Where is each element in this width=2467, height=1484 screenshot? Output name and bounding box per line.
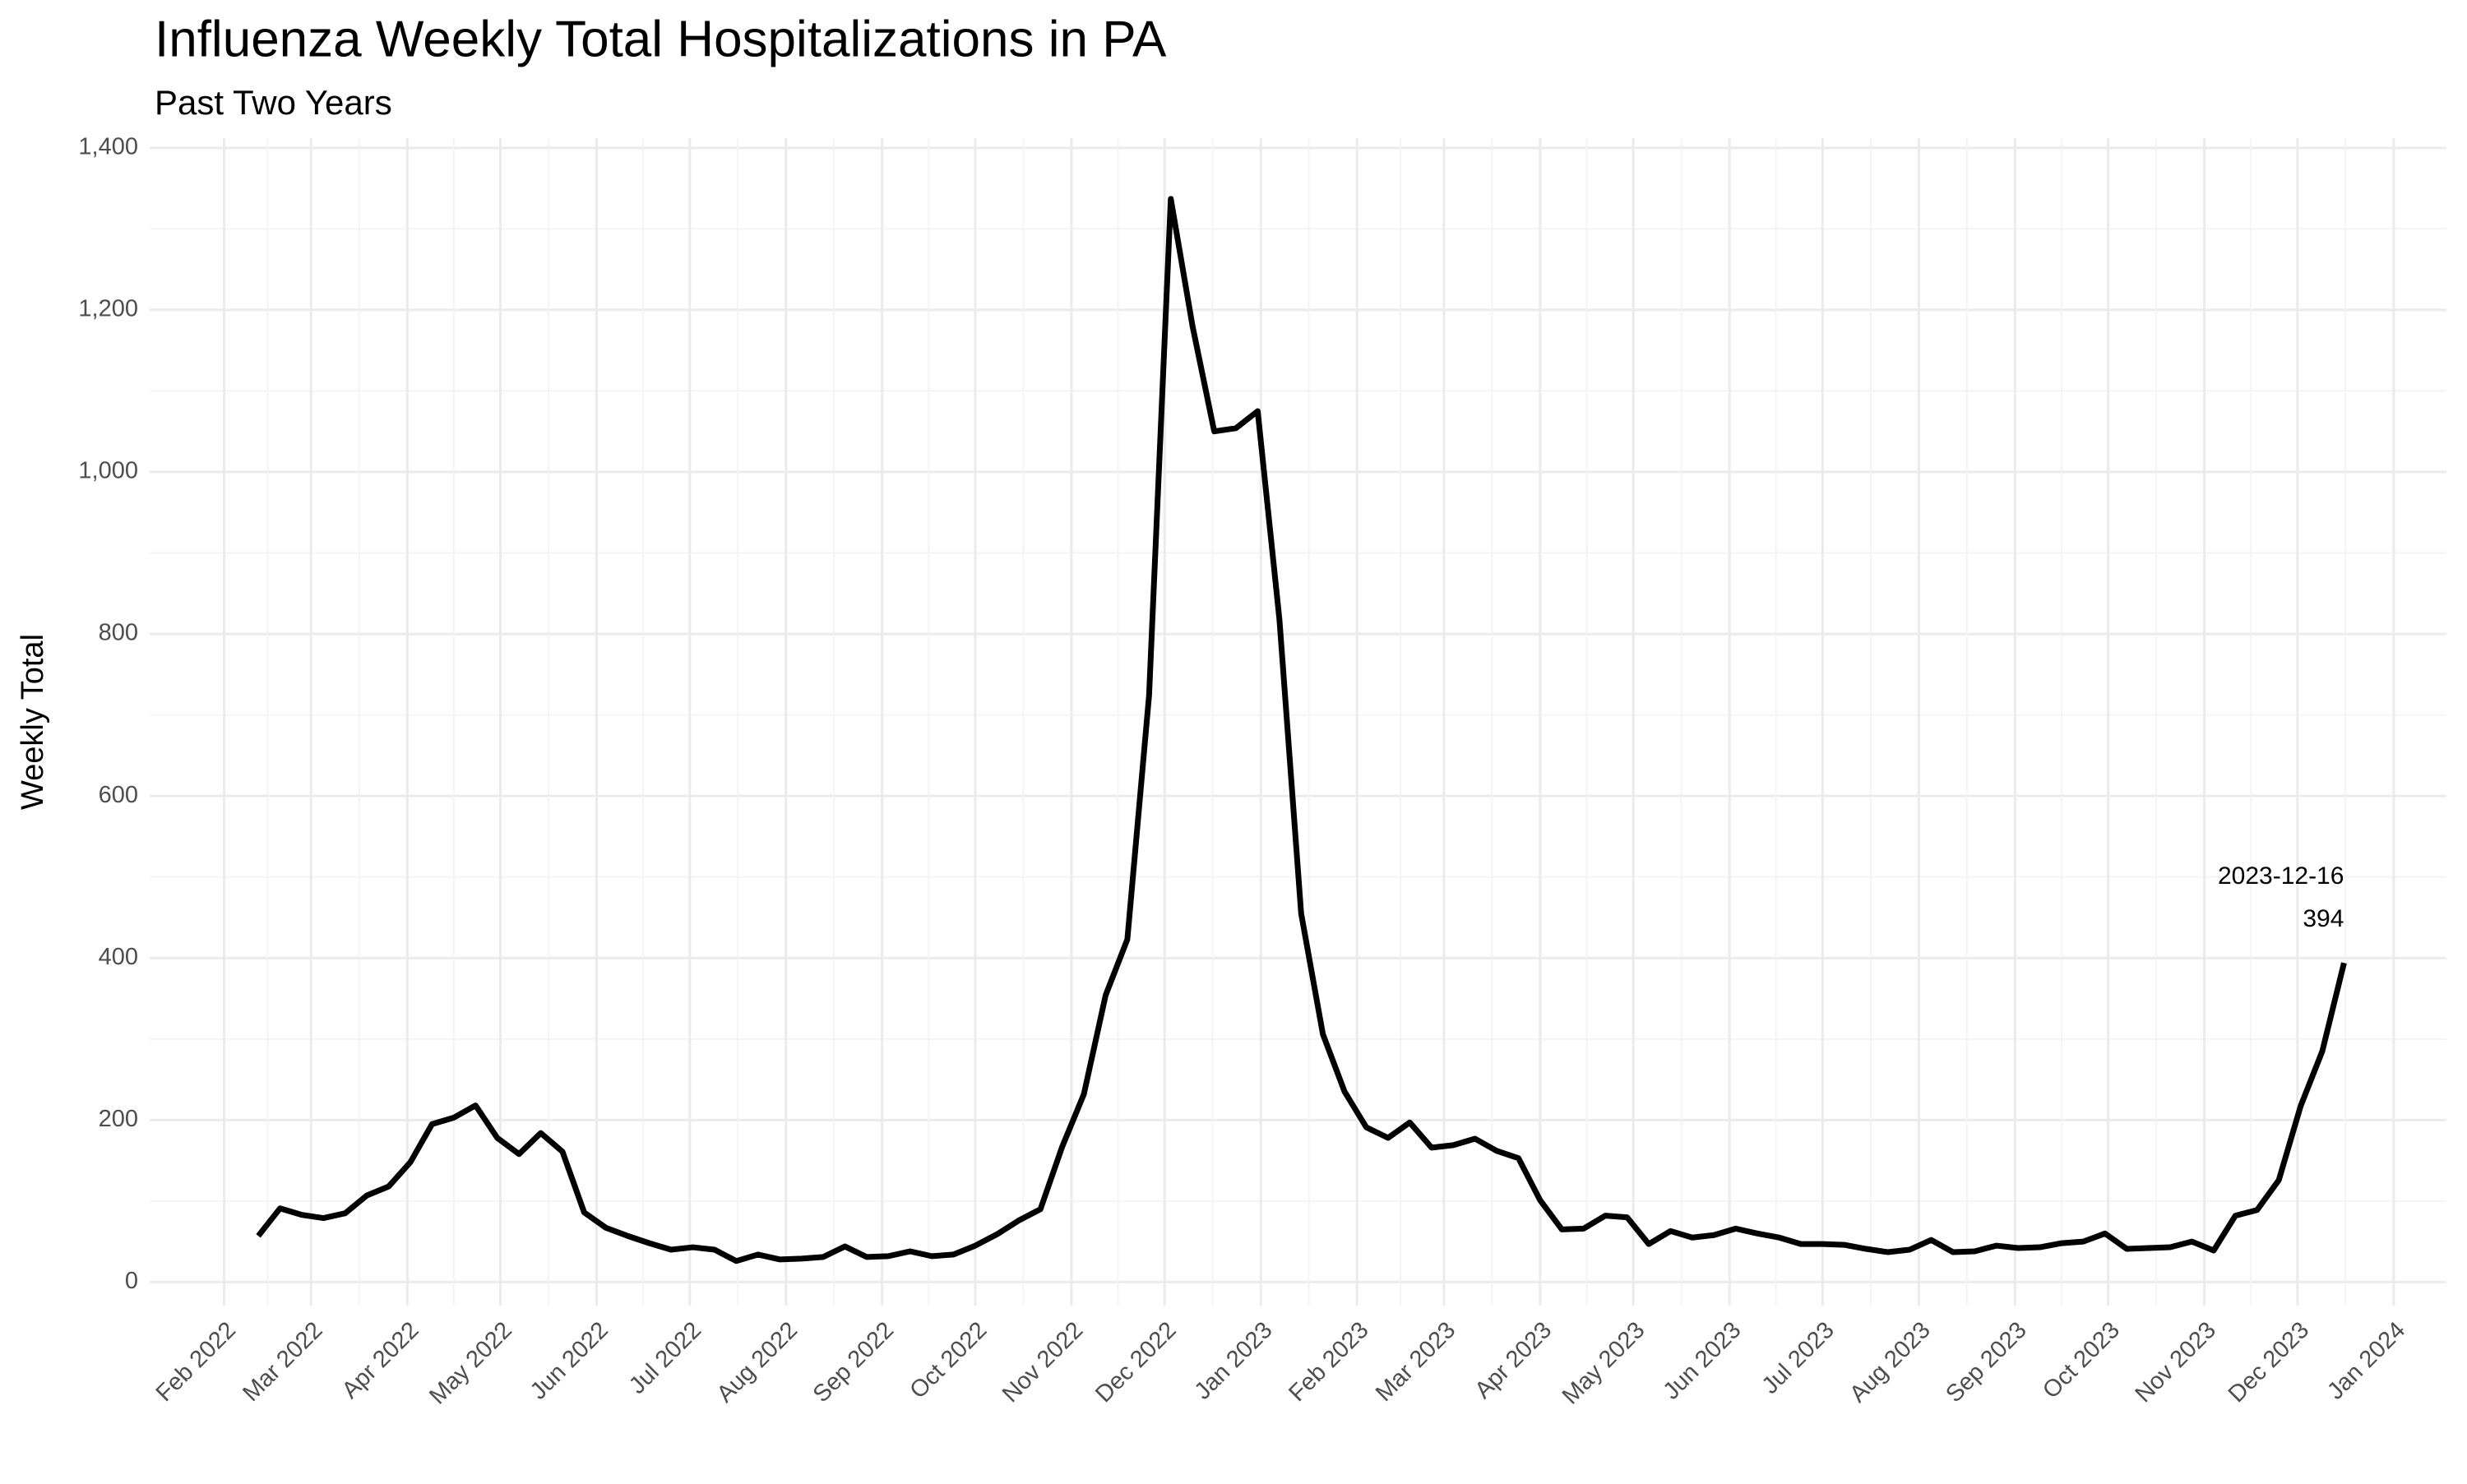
x-tick-label: Mar 2022	[238, 1317, 327, 1407]
y-tick-label: 200	[99, 1106, 138, 1132]
chart-subtitle: Past Two Years	[155, 83, 392, 122]
x-tick-label: Jul 2022	[624, 1317, 706, 1399]
x-tick-label: Mar 2023	[1371, 1317, 1460, 1407]
x-tick-label: May 2023	[1557, 1317, 1650, 1410]
y-tick-label: 1,400	[78, 133, 138, 159]
x-tick-label: Aug 2022	[712, 1317, 803, 1408]
y-tick-label: 1,000	[78, 458, 138, 484]
annotation-value: 394	[2303, 905, 2344, 932]
x-tick-label: Apr 2022	[337, 1317, 424, 1404]
x-tick-label: Sep 2023	[1941, 1317, 2031, 1408]
x-tick-label: Nov 2022	[997, 1317, 1088, 1408]
y-tick-label: 1,200	[78, 296, 138, 322]
data-line	[256, 196, 2347, 1264]
x-tick-label: Jul 2023	[1757, 1317, 1840, 1399]
x-tick-label: Jun 2023	[1658, 1317, 1746, 1405]
y-tick-label: 400	[99, 944, 138, 970]
x-tick-label: Oct 2022	[905, 1317, 992, 1404]
marks	[256, 196, 2347, 1264]
x-tick-label: Aug 2023	[1844, 1317, 1935, 1408]
x-tick-label: Jun 2022	[525, 1317, 613, 1405]
annotation-date: 2023-12-16	[2218, 862, 2344, 890]
x-tick-label: Feb 2022	[151, 1317, 241, 1407]
x-tick-label: May 2022	[424, 1317, 517, 1410]
x-tick-label: Dec 2022	[1090, 1317, 1181, 1408]
x-tick-label: Feb 2023	[1284, 1317, 1373, 1407]
x-tick-label: Oct 2023	[2038, 1317, 2125, 1404]
chart-title: Influenza Weekly Total Hospitalizations …	[155, 11, 1167, 67]
y-tick-label: 800	[99, 620, 138, 646]
y-tick-label: 0	[125, 1268, 138, 1294]
x-tick-label: Dec 2023	[2224, 1317, 2314, 1408]
y-tick-label: 600	[99, 782, 138, 808]
x-tick-label: Jan 2024	[2322, 1317, 2410, 1405]
x-tick-label: Apr 2023	[1470, 1317, 1557, 1404]
x-tick-label: Jan 2023	[1190, 1317, 1278, 1405]
y-axis-label: Weekly Total	[16, 634, 50, 810]
x-tick-label: Sep 2022	[808, 1317, 899, 1408]
x-tick-label: Nov 2023	[2131, 1317, 2221, 1408]
